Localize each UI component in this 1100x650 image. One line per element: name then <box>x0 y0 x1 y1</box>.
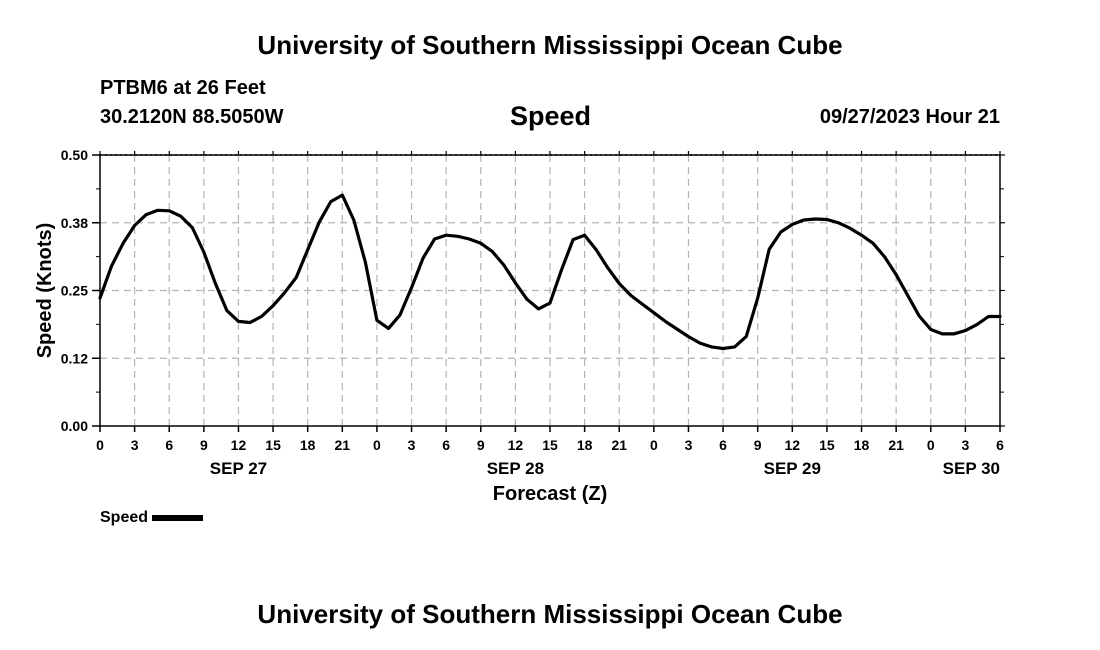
axis-labels: 0.00 0.12 0.25 0.38 0.50 0 3 6 9 12 15 18 21 0 3 6 9 12 15… <box>61 147 1004 478</box>
y-axis-title: Speed (Knots) <box>34 223 56 359</box>
x-tick-label: 18 <box>577 437 593 453</box>
x-tick-label: 12 <box>231 437 247 453</box>
x-tick-label: 0 <box>927 437 935 453</box>
x-tick-label: 21 <box>611 437 627 453</box>
x-tick-label: 12 <box>508 437 524 453</box>
date-label: SEP 27 <box>210 459 267 478</box>
date-label: SEP 30 <box>943 459 1000 478</box>
coordinates-label: 30.2120N 88.5050W <box>100 106 284 128</box>
series-line-speed <box>98 193 1002 351</box>
station-label: PTBM6 at 26 Feet <box>100 77 266 99</box>
y-tick-label: 0.12 <box>61 350 88 366</box>
x-tick-label: 15 <box>265 437 281 453</box>
x-tick-label: 3 <box>131 437 139 453</box>
axis-ticks <box>92 151 1005 432</box>
x-tick-label: 9 <box>754 437 762 453</box>
x-tick-label: 18 <box>300 437 316 453</box>
x-tick-label: 0 <box>373 437 381 453</box>
x-tick-label: 3 <box>408 437 416 453</box>
x-tick-label: 18 <box>854 437 870 453</box>
page-title: University of Southern Mississippi Ocean… <box>257 30 843 60</box>
x-tick-label: 3 <box>685 437 693 453</box>
legend-swatch <box>152 515 204 521</box>
series-layer <box>98 193 1002 351</box>
chart-subtitle: Speed <box>510 101 592 131</box>
y-tick-label: 0.50 <box>61 147 88 163</box>
x-tick-label: 15 <box>542 437 558 453</box>
x-tick-label: 6 <box>165 437 173 453</box>
y-tick-label: 0.25 <box>61 283 88 299</box>
y-tick-label: 0.00 <box>61 418 88 434</box>
x-tick-label: 3 <box>961 437 969 453</box>
x-tick-label: 0 <box>96 437 104 453</box>
date-label: SEP 29 <box>764 459 821 478</box>
x-tick-label: 6 <box>996 437 1004 453</box>
y-tick-label: 0.38 <box>61 215 88 231</box>
date-label: SEP 28 <box>487 459 544 478</box>
x-tick-label: 0 <box>650 437 658 453</box>
forecast-timestamp: 09/27/2023 Hour 21 <box>819 106 1000 128</box>
x-tick-label: 12 <box>785 437 801 453</box>
x-tick-label: 15 <box>819 437 835 453</box>
x-tick-label: 9 <box>200 437 208 453</box>
legend: Speed <box>100 509 204 527</box>
x-tick-label: 21 <box>888 437 904 453</box>
x-tick-label: 6 <box>442 437 450 453</box>
footer-title: University of Southern Mississippi Ocean… <box>257 599 843 629</box>
x-tick-label: 9 <box>477 437 485 453</box>
x-tick-label: 6 <box>719 437 727 453</box>
x-tick-label: 21 <box>335 437 351 453</box>
x-axis-title: Forecast (Z) <box>493 483 607 505</box>
grid-lines <box>100 154 1000 426</box>
legend-label: Speed <box>100 509 149 526</box>
